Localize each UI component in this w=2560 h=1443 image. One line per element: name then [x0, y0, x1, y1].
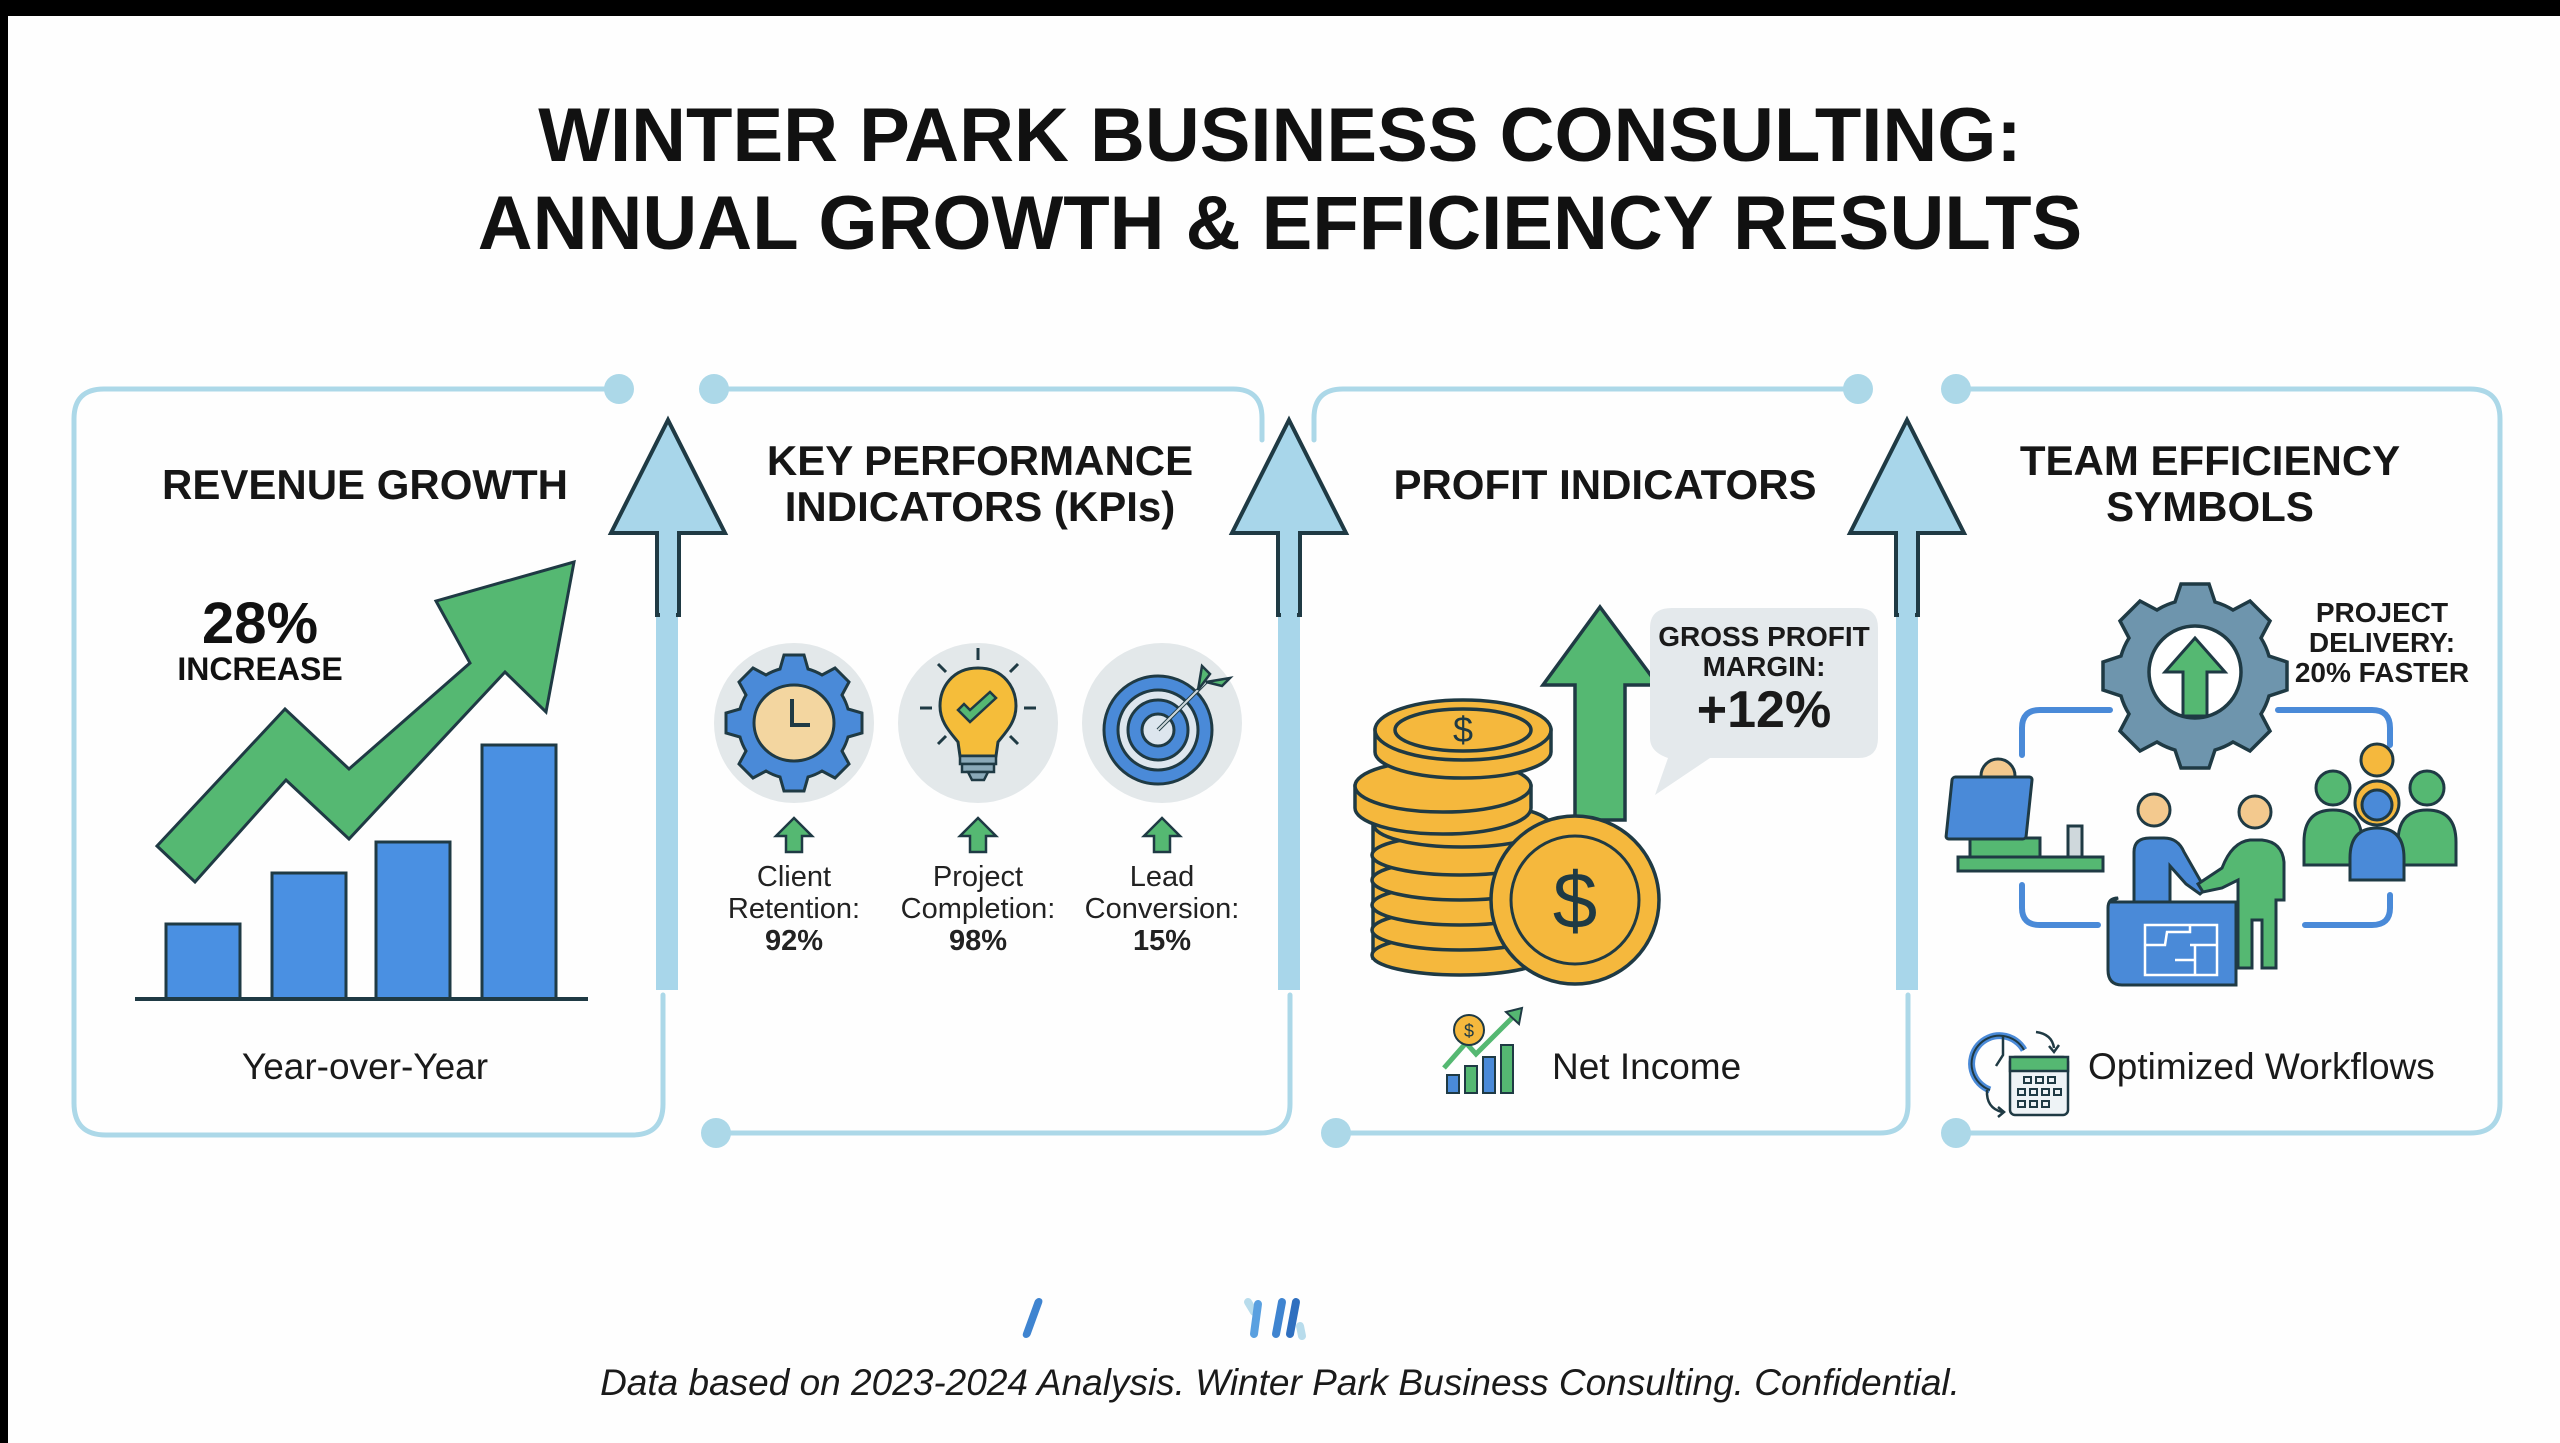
team-title-line-1: TEAM EFFICIENCY [2019, 437, 2401, 484]
kpi-title-line-2: INDICATORS (KPIs) [784, 483, 1176, 530]
bubble-line-1: GROSS PROFIT [1658, 621, 1870, 652]
revenue-stat: 28% INCREASE [160, 591, 360, 687]
profit-indicators-title: PROFIT INDICATORS [1393, 461, 1817, 508]
bubble-line-2: MARGIN: [1702, 651, 1826, 682]
dollar-sign: $ [1453, 709, 1473, 750]
svg-text:$: $ [1464, 1021, 1474, 1041]
handshake-icon [2106, 792, 2286, 987]
kpi-item-client-retention: Client Retention: 92% [699, 861, 889, 957]
kpi-title-line-1: KEY PERFORMANCE [766, 437, 1194, 484]
connector-arrow-1 [607, 415, 729, 990]
gear-clock-icon [724, 653, 864, 793]
kpi-label-line1: Client [756, 861, 832, 893]
revenue-caption: Year-over-Year [241, 1046, 489, 1087]
connector-arrow-3 [1846, 415, 1968, 990]
title-line-2: ANNUAL GROWTH & EFFICIENCY RESULTS [477, 181, 2083, 266]
kpi-item-project-completion: Project Completion: 98% [883, 861, 1073, 957]
page-title: WINTER PARK BUSINESS CONSULTING: ANNUAL … [0, 92, 2560, 268]
kpi-label-line1: Lead [1129, 861, 1195, 893]
gear-up-arrow-icon [2101, 582, 2289, 770]
revenue-growth-title: REVENUE GROWTH [161, 461, 568, 508]
workflow-calendar-icon [1968, 1030, 2070, 1118]
bubble-value: +12% [1696, 681, 1832, 739]
desk-worker-icon [1944, 757, 2105, 873]
gross-profit-bubble: GROSS PROFIT MARGIN: +12% [1650, 621, 1878, 739]
kpi-value: 15% [1132, 925, 1192, 957]
note-line-2: DELIVERY: [2308, 627, 2456, 658]
title-line-1: WINTER PARK BUSINESS CONSULTING: [538, 93, 2022, 178]
net-income-caption: Net Income [1552, 1046, 1742, 1087]
target-arrow-icon [1102, 663, 1234, 786]
optimized-workflows-caption: Optimized Workflows [2088, 1046, 2435, 1087]
kpi-item-lead-conversion: Lead Conversion: 15% [1067, 861, 1257, 957]
project-delivery-note: PROJECT DELIVERY: 20% FASTER [2282, 598, 2482, 688]
kpi-up-arrows [772, 816, 1184, 854]
lightbulb-check-icon [920, 648, 1036, 782]
workflow-loop [2019, 707, 2393, 928]
note-line-3: 20% FASTER [2294, 657, 2470, 688]
svg-text:$: $ [1553, 856, 1598, 945]
revenue-stat-value: 28% [201, 591, 319, 656]
kpi-label-line2: Conversion: [1084, 893, 1240, 925]
footer-disclaimer: Data based on 2023-2024 Analysis. Winter… [600, 1362, 1960, 1403]
note-line-1: PROJECT [2315, 597, 2449, 628]
net-income-icon: $ [1442, 1006, 1524, 1094]
kpi-label-line2: Retention: [727, 893, 861, 925]
kpi-value: 98% [948, 925, 1008, 957]
revenue-stat-label: INCREASE [177, 651, 343, 687]
kpi-value: 92% [764, 925, 824, 957]
team-group-icon [2302, 742, 2458, 882]
connector-arrow-2 [1228, 415, 1350, 990]
kpi-label-line1: Project [932, 861, 1024, 893]
speech-bubble [1650, 608, 1878, 795]
team-title-line-2: SYMBOLS [2106, 483, 2314, 530]
team-efficiency-title: TEAM EFFICIENCY SYMBOLS [1960, 438, 2460, 530]
big-coin-icon: $ [1489, 814, 1661, 986]
kpi-title: KEY PERFORMANCE INDICATORS (KPIs) [720, 438, 1240, 530]
kpi-label-line2: Completion: [900, 893, 1056, 925]
